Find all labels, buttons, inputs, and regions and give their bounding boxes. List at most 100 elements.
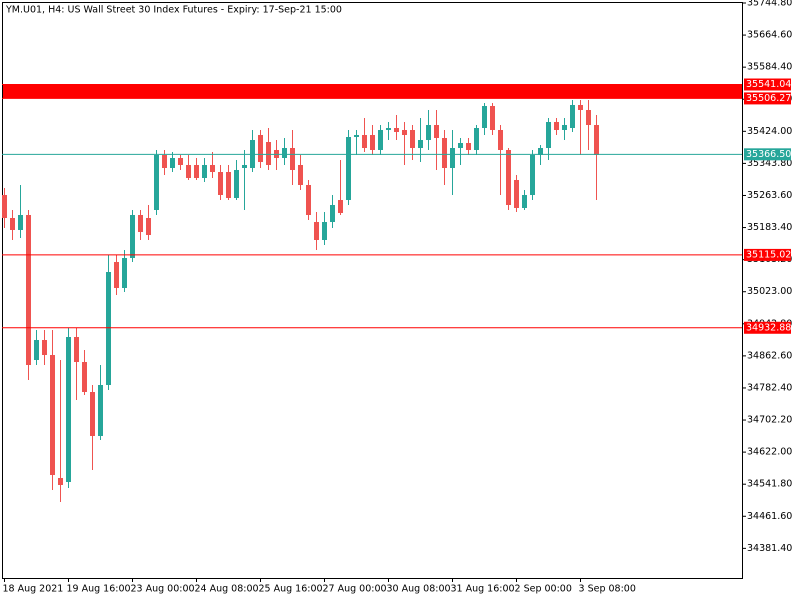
candle-body xyxy=(522,195,527,208)
y-tick-label: 35744.80 xyxy=(747,0,792,9)
candle-body xyxy=(162,155,167,168)
chart-title: YM.U01, H4: US Wall Street 30 Index Futu… xyxy=(5,5,342,16)
x-tick-label: 31 Aug 16:00 xyxy=(451,584,515,595)
y-tick-label: 35263.60 xyxy=(747,190,792,201)
y-tick-label: 34381.40 xyxy=(747,543,792,554)
x-tick-label: 2 Sep 00:00 xyxy=(515,584,572,595)
candle-body xyxy=(130,215,135,258)
candle-body xyxy=(538,148,543,155)
candle-body xyxy=(50,355,55,475)
level-label: 35541.04 xyxy=(746,79,791,90)
candle-body xyxy=(194,165,199,178)
zone xyxy=(3,84,742,99)
x-tick-label: 23 Aug 00:00 xyxy=(131,584,195,595)
candle-body xyxy=(42,340,47,355)
candle-body xyxy=(530,155,535,195)
candle-body xyxy=(90,392,95,436)
candle-body xyxy=(282,148,287,158)
y-tick-label: 34541.80 xyxy=(747,479,792,490)
y-tick-label: 34862.60 xyxy=(747,350,792,361)
candle-body xyxy=(402,130,407,135)
candle-body xyxy=(362,135,367,148)
candle-body xyxy=(106,272,111,385)
candle-body xyxy=(226,172,231,198)
level-label: 35366.50 xyxy=(746,149,791,160)
candle-body xyxy=(74,337,79,362)
candle-body xyxy=(498,130,503,150)
plot-frame xyxy=(2,2,743,579)
candle-body xyxy=(458,143,463,148)
candle-body xyxy=(338,200,343,213)
candle-body xyxy=(210,165,215,172)
candle-body xyxy=(258,135,263,162)
candle-body xyxy=(378,130,383,150)
y-tick-label: 35584.40 xyxy=(747,62,792,73)
candle-body xyxy=(202,165,207,178)
candle-body xyxy=(114,262,119,288)
candle-body xyxy=(490,106,495,130)
candle-body xyxy=(186,165,191,178)
candle-body xyxy=(306,185,311,215)
candle-body xyxy=(154,155,159,210)
candle-body xyxy=(2,195,7,218)
x-tick-label: 24 Aug 08:00 xyxy=(195,584,259,595)
y-tick-label: 35183.40 xyxy=(747,222,792,233)
candle-body xyxy=(218,172,223,195)
candle-body xyxy=(314,222,319,240)
candle-body xyxy=(594,125,599,155)
x-tick-label: 19 Aug 16:00 xyxy=(67,584,131,595)
candle-body xyxy=(330,205,335,222)
candle-body xyxy=(482,106,487,128)
candle-body xyxy=(354,135,359,137)
candle-body xyxy=(586,110,591,125)
candle-body xyxy=(578,105,583,110)
x-tick-label: 30 Aug 08:00 xyxy=(387,584,451,595)
candle-body xyxy=(570,105,575,128)
candle-body xyxy=(58,478,63,485)
y-tick-label: 34461.60 xyxy=(747,511,792,522)
candle-body xyxy=(562,125,567,130)
level-label-bg xyxy=(744,92,791,105)
x-tick-label: 18 Aug 2021 xyxy=(3,584,64,595)
candle-body xyxy=(234,170,239,198)
candle-body xyxy=(442,138,447,168)
level-label: 34932.88 xyxy=(746,322,791,333)
candle-body xyxy=(394,128,399,132)
candle-body xyxy=(410,130,415,148)
x-tick-label: 3 Sep 08:00 xyxy=(579,584,636,595)
candle-body xyxy=(466,143,471,150)
candle-body xyxy=(242,165,247,168)
candle-body xyxy=(122,258,127,288)
level-label-bg xyxy=(744,321,791,334)
x-tick-label: 27 Aug 00:00 xyxy=(323,584,387,595)
candle-body xyxy=(434,125,439,138)
candle-body xyxy=(346,137,351,200)
candle-body xyxy=(290,148,295,170)
level-label: 35115.02 xyxy=(746,249,791,260)
level-label: 35506.27 xyxy=(746,93,791,104)
x-tick-label: 25 Aug 16:00 xyxy=(259,584,323,595)
candle-body xyxy=(26,215,31,365)
candle-body xyxy=(266,142,271,165)
candle-body xyxy=(178,158,183,165)
y-tick-label: 34782.40 xyxy=(747,382,792,393)
candle-body xyxy=(170,158,175,168)
level-label-bg xyxy=(744,148,791,161)
candle-body xyxy=(98,385,103,436)
candle-body xyxy=(298,165,303,185)
candle-body xyxy=(10,218,15,230)
candle-body xyxy=(66,337,71,482)
candle-body xyxy=(506,150,511,205)
candle-body xyxy=(474,128,479,150)
y-tick-label: 34702.20 xyxy=(747,415,792,426)
candle-body xyxy=(386,128,391,130)
candle-body xyxy=(322,222,327,240)
candle-body xyxy=(546,122,551,148)
level-label-bg xyxy=(744,78,791,91)
candle-body xyxy=(138,215,143,232)
candle-body xyxy=(18,215,23,230)
y-tick-label: 35343.80 xyxy=(747,158,792,169)
candle-body xyxy=(370,135,375,150)
